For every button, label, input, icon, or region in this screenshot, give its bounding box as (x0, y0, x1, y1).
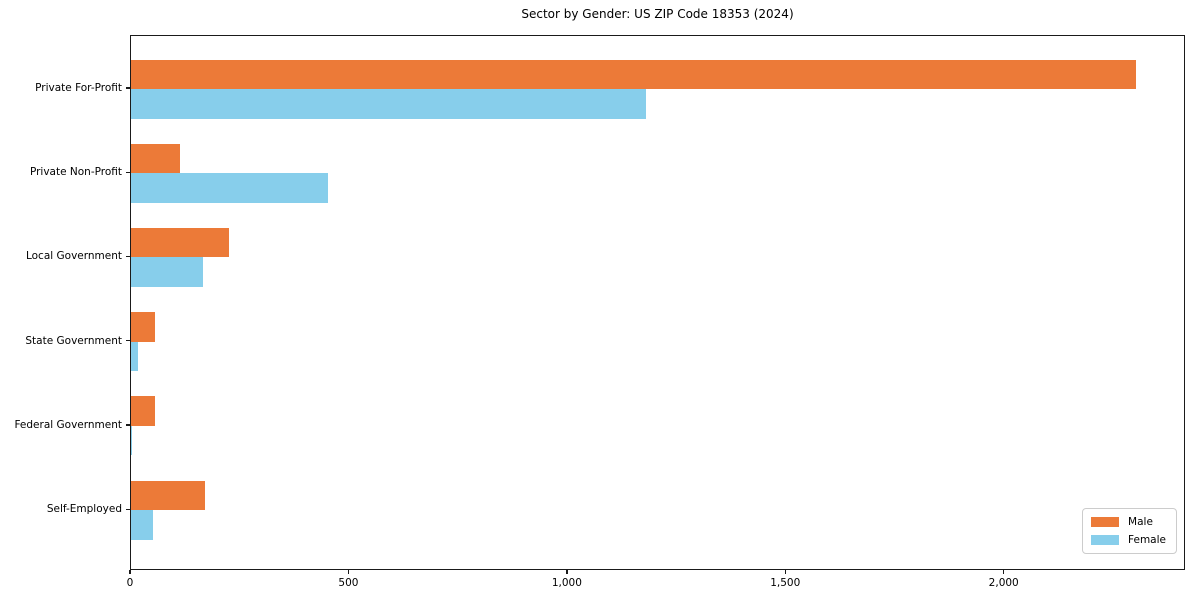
legend-item-male: Male (1091, 516, 1166, 528)
bar-male-federal-government (131, 396, 156, 426)
x-tick-label-500: 500 (338, 577, 359, 589)
bar-female-state-government (131, 341, 138, 372)
bar-female-private-for-profit (131, 89, 647, 119)
y-tick-label-state-government: State Government (25, 334, 122, 347)
legend-label-female: Female (1128, 534, 1166, 546)
y-tick-private-for-profit (126, 87, 130, 89)
y-tick-private-non-profit (126, 171, 130, 173)
y-tick-state-government (126, 340, 130, 342)
x-tick-1500 (784, 570, 786, 574)
y-tick-label-private-non-profit: Private Non-Profit (29, 166, 122, 179)
legend-item-female: Female (1091, 534, 1166, 546)
bar-male-self-employed (131, 480, 206, 511)
bar-female-federal-government (131, 425, 132, 456)
legend-swatch-male (1091, 517, 1120, 527)
y-tick-label-self-employed: Self-Employed (46, 503, 122, 516)
y-tick-label-local-government: Local Government (25, 250, 122, 263)
y-tick-local-government (126, 255, 130, 258)
x-tick-500 (347, 570, 350, 574)
bar-male-state-government (131, 312, 156, 342)
x-tick-label-1500: 1,500 (770, 577, 801, 589)
bar-female-private-non-profit (131, 173, 328, 203)
bar-male-local-government (131, 227, 230, 258)
legend: Male Female (1082, 508, 1177, 554)
x-tick-0 (129, 570, 131, 574)
plot-area: Male Female (130, 35, 1185, 570)
x-tick-label-0: 0 (126, 577, 134, 589)
bar-male-private-non-profit (131, 143, 180, 174)
x-tick-2000 (1003, 570, 1005, 574)
x-tick-1000 (566, 570, 568, 574)
legend-label-male: Male (1128, 516, 1153, 528)
y-tick-self-employed (126, 508, 130, 510)
bar-female-self-employed (131, 510, 153, 540)
legend-swatch-female (1091, 535, 1120, 545)
y-tick-label-private-for-profit: Private For-Profit (35, 82, 122, 94)
x-tick-label-2000: 2,000 (988, 577, 1019, 589)
chart-title: Sector by Gender: US ZIP Code 18353 (202… (521, 7, 794, 21)
x-tick-label-1000: 1,000 (551, 577, 582, 589)
y-tick-federal-government (126, 424, 130, 426)
bar-male-private-for-profit (131, 59, 1136, 89)
y-tick-label-federal-government: Federal Government (14, 418, 122, 431)
bar-female-local-government (131, 257, 204, 287)
